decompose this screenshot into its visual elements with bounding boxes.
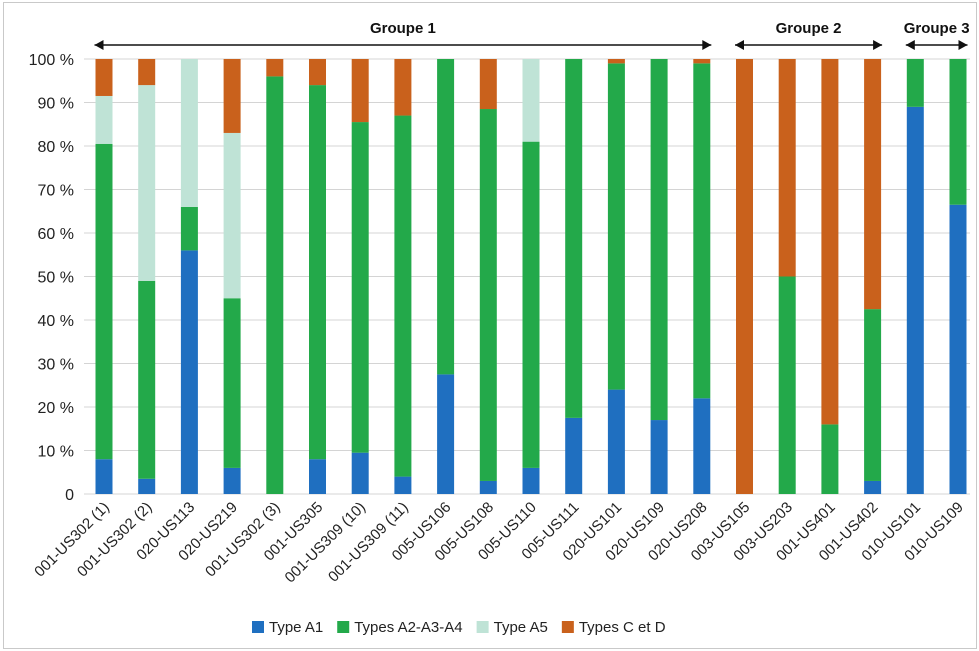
legend-swatch xyxy=(252,621,264,633)
legend-swatch xyxy=(337,621,350,633)
legend-label: Types C et D xyxy=(579,619,666,636)
bar-segment xyxy=(821,59,839,425)
bar-segment xyxy=(607,389,625,494)
bar-segment xyxy=(821,424,839,494)
bar-segment xyxy=(949,204,967,494)
bar-segment xyxy=(778,59,796,277)
bar-segment xyxy=(479,480,497,494)
bar-segment xyxy=(437,374,455,494)
group-label: Groupe 3 xyxy=(904,20,970,37)
bar-segment xyxy=(437,59,455,375)
legend-swatch xyxy=(476,621,489,633)
bar-segment xyxy=(479,59,497,110)
bar-segment xyxy=(351,59,369,123)
y-tick-label: 10 % xyxy=(38,444,74,461)
y-tick-label: 60 % xyxy=(38,226,74,243)
bar-segment xyxy=(522,59,540,142)
group-bracket-arrow-left xyxy=(735,40,744,50)
bar-segment xyxy=(95,143,113,460)
bar-segment xyxy=(394,476,412,494)
y-tick-label: 80 % xyxy=(38,139,74,156)
group-bracket-arrow-left xyxy=(905,40,915,50)
bar-segment xyxy=(394,59,412,116)
bar-segment xyxy=(693,59,711,64)
bar-segment xyxy=(736,59,753,494)
bar-segment xyxy=(266,59,284,77)
y-tick-label: 90 % xyxy=(38,96,74,113)
bar-segment xyxy=(95,459,113,494)
bar-segment xyxy=(565,417,583,494)
group-bracket-arrow-left xyxy=(94,40,104,50)
y-tick-label: 40 % xyxy=(38,313,74,330)
bar-segment xyxy=(693,398,711,494)
bar-segment xyxy=(778,276,796,494)
bar-segment xyxy=(138,59,156,86)
legend-swatch xyxy=(561,621,574,633)
bar-segment xyxy=(351,122,369,453)
group-bracket-arrow-right xyxy=(958,40,968,50)
bar-segment xyxy=(351,452,369,494)
group-bracket-arrow-right xyxy=(702,40,712,50)
legend-label: Type A5 xyxy=(494,619,548,636)
group-label: Groupe 2 xyxy=(776,20,842,37)
bar-segment xyxy=(479,109,497,481)
bar-segment xyxy=(95,95,113,144)
bar-segment xyxy=(864,59,882,310)
bar-segment xyxy=(180,206,198,251)
x-tick-label: 001-US302 (3) xyxy=(202,499,284,581)
group-bracket-arrow-right xyxy=(873,40,883,50)
x-tick-label: 001-US302 (1) xyxy=(31,499,113,581)
bar-segment xyxy=(906,59,924,107)
bar-segment xyxy=(522,467,540,494)
bar-segment xyxy=(309,459,326,494)
bar-segment xyxy=(864,309,882,481)
bar-segment xyxy=(864,480,882,494)
y-tick-label: 30 % xyxy=(38,357,74,374)
bar-segment xyxy=(180,250,198,494)
y-tick-label: 20 % xyxy=(38,400,74,417)
y-tick-label: 50 % xyxy=(38,270,74,287)
bar-segment xyxy=(607,63,625,390)
bar-segment xyxy=(223,298,241,468)
y-tick-label: 0 xyxy=(65,487,74,504)
legend-label: Type A1 xyxy=(269,619,323,636)
y-tick-label: 100 % xyxy=(29,52,74,69)
group-label: Groupe 1 xyxy=(370,20,436,37)
bar-segment xyxy=(138,478,156,494)
bar-segment xyxy=(309,59,326,86)
bar-segment xyxy=(522,141,540,468)
bar-segment xyxy=(309,85,326,460)
y-tick-label: 70 % xyxy=(38,183,74,200)
bar-segment xyxy=(693,63,711,399)
bar-segment xyxy=(949,59,967,205)
bar-segment xyxy=(607,59,625,64)
x-tick-label: 001-US302 (2) xyxy=(74,499,156,581)
bar-segment xyxy=(906,106,924,494)
bar-segment xyxy=(650,420,668,494)
bar-segment xyxy=(223,59,241,133)
bar-segment xyxy=(138,280,156,479)
bar-segment xyxy=(650,59,668,421)
bar-segment xyxy=(95,59,113,96)
bar-segment xyxy=(223,467,241,494)
bar-segment xyxy=(180,59,198,207)
bar-segment xyxy=(565,59,583,418)
bar-segment xyxy=(223,132,241,299)
bar-segment xyxy=(266,76,284,495)
bar-segment xyxy=(394,115,412,477)
bar-segment xyxy=(138,85,156,281)
legend-label: Types A2-A3-A4 xyxy=(354,619,462,636)
